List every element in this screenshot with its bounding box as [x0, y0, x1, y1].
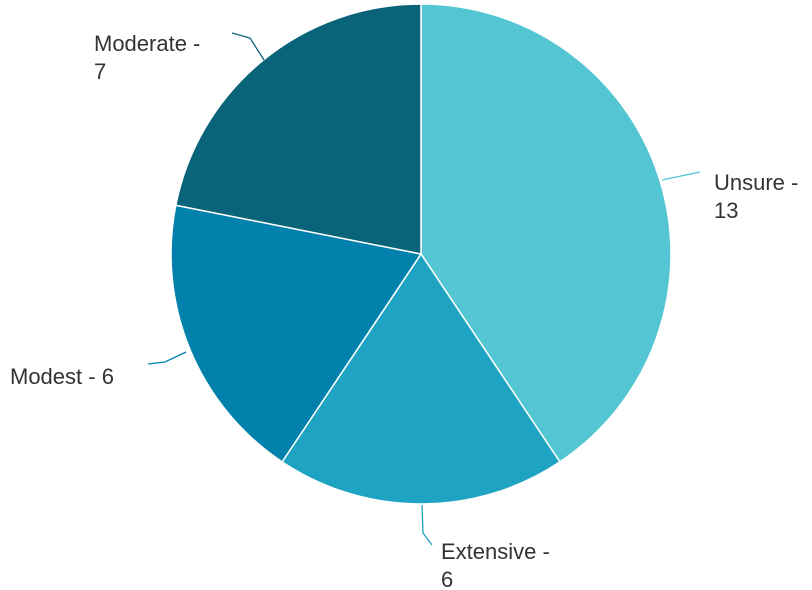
leader-line-moderate — [231, 32, 265, 61]
data-label-line: 13 — [714, 198, 738, 223]
leader-line-modest — [147, 351, 187, 365]
pie-slice-modest — [170, 204, 423, 463]
pie-slice-extensive — [281, 252, 561, 505]
leader-line-extensive — [421, 504, 433, 546]
data-label-line: Extensive - — [441, 539, 550, 564]
data-label-line: 7 — [94, 59, 106, 84]
data-label-unsure: Unsure - 13 — [714, 170, 798, 223]
data-label-modest: Modest - 6 — [10, 364, 114, 389]
data-label-line: Unsure - — [714, 170, 798, 195]
data-label-moderate: Moderate - 7 — [94, 31, 200, 84]
pie-slice-moderate — [174, 3, 422, 255]
leader-line-unsure — [661, 171, 701, 181]
data-label-extensive: Extensive - 6 — [441, 539, 550, 590]
data-label-line: 6 — [441, 567, 453, 590]
data-label-line: Modest - 6 — [10, 364, 114, 389]
data-label-line: Moderate - — [94, 31, 200, 56]
